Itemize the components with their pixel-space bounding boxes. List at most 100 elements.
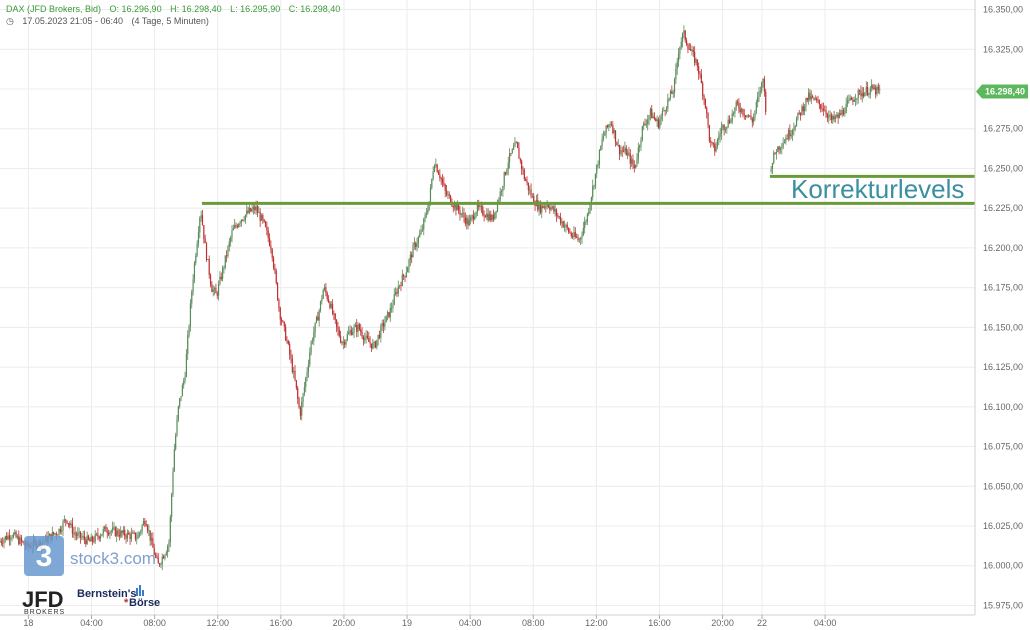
candle-body (227, 246, 229, 257)
candle-body (504, 172, 507, 175)
candle-body (762, 78, 764, 82)
candle-body (844, 113, 846, 114)
candle-body (134, 532, 137, 540)
candle-body (239, 222, 241, 224)
candle-body (628, 152, 630, 154)
candle-body (314, 322, 316, 333)
candle-body (529, 189, 531, 191)
candle-body (101, 534, 103, 536)
candle-body (357, 324, 359, 332)
candle-body (102, 529, 104, 535)
candle-body (15, 532, 17, 538)
candle-body (90, 536, 92, 542)
candle-body (681, 33, 684, 42)
candle-body (462, 212, 464, 214)
stock3-watermark: 3 stock3.com (24, 536, 156, 576)
candle-body (542, 205, 544, 209)
candle-body (511, 149, 513, 154)
candle-body (561, 221, 563, 224)
candle-body (361, 331, 363, 337)
candle-body (510, 153, 512, 154)
candle-body (390, 307, 393, 309)
candle-body (867, 86, 869, 96)
candle-body (577, 237, 579, 240)
candle-body (91, 536, 94, 542)
candle-body (879, 89, 881, 91)
candle-body (389, 307, 391, 318)
candle-body (364, 337, 366, 341)
candle-body (647, 119, 649, 125)
candle-body (601, 138, 603, 147)
candle-body (252, 206, 255, 210)
candle-body (651, 108, 653, 119)
candle-body (65, 519, 67, 521)
candle-body (137, 534, 139, 539)
candle-body (730, 121, 732, 123)
candle-body (456, 204, 458, 211)
candle-body (181, 385, 183, 397)
candle-body (845, 103, 847, 114)
y-tick-label: 16.150,00 (983, 322, 1023, 332)
y-tick-label: 16.075,00 (983, 442, 1023, 452)
candle-body (223, 267, 225, 269)
candle-body (639, 145, 641, 148)
candle-body (150, 538, 153, 541)
candle-body (408, 260, 410, 268)
candle-body (157, 557, 159, 564)
candle-body (443, 182, 445, 185)
candle-body (777, 146, 779, 153)
candle-body (309, 352, 311, 365)
candle-body (385, 315, 387, 323)
candle-body (299, 407, 301, 416)
candle-body (664, 110, 666, 112)
candle-body (55, 533, 57, 535)
x-tick-label: 20:00 (711, 618, 734, 628)
candle-body (506, 169, 508, 175)
y-tick-label: 16.175,00 (983, 283, 1023, 293)
x-tick-label: 20:00 (333, 618, 356, 628)
candle-body (302, 393, 304, 402)
candle-body (14, 532, 16, 535)
candle-body (294, 370, 296, 381)
x-tick-label: 04:00 (459, 618, 482, 628)
candle-body (58, 528, 60, 535)
candle-body (179, 398, 181, 407)
candle-body (833, 115, 835, 120)
candle-body (368, 338, 370, 343)
candle-body (720, 127, 723, 134)
candle-body (471, 215, 473, 218)
candle-body (345, 340, 347, 345)
candle-body (660, 115, 662, 121)
candle-body (322, 290, 324, 299)
candle-body (625, 147, 627, 156)
candle-body (789, 130, 791, 137)
candle-body (495, 211, 497, 213)
candle-body (75, 534, 78, 536)
candle-body (687, 44, 689, 50)
candle-body (771, 162, 774, 170)
bernsteins-logo-line1: Bernstein's (77, 588, 136, 600)
candle-body (236, 226, 238, 227)
candle-body (335, 319, 338, 327)
candle-body (553, 206, 555, 212)
candle-body (455, 203, 457, 211)
candle-body (754, 110, 756, 117)
candle-body (444, 184, 446, 191)
candle-body (569, 232, 571, 233)
period-info: (4 Tage, 5 Minuten) (131, 16, 209, 26)
candle-body (77, 532, 79, 536)
candle-body (684, 30, 686, 41)
candle-body (445, 190, 448, 195)
candle-body (180, 396, 182, 399)
candle-body (396, 291, 398, 294)
candle-body (376, 339, 378, 348)
candle-body (735, 101, 737, 108)
candle-body (254, 206, 256, 211)
candle-body (795, 119, 798, 127)
candle-body (805, 97, 807, 107)
candle-body (671, 91, 673, 94)
y-tick-label: 15.975,00 (983, 600, 1023, 610)
candle-body (550, 207, 552, 210)
candle-body (435, 164, 437, 167)
candle-body (258, 212, 260, 214)
